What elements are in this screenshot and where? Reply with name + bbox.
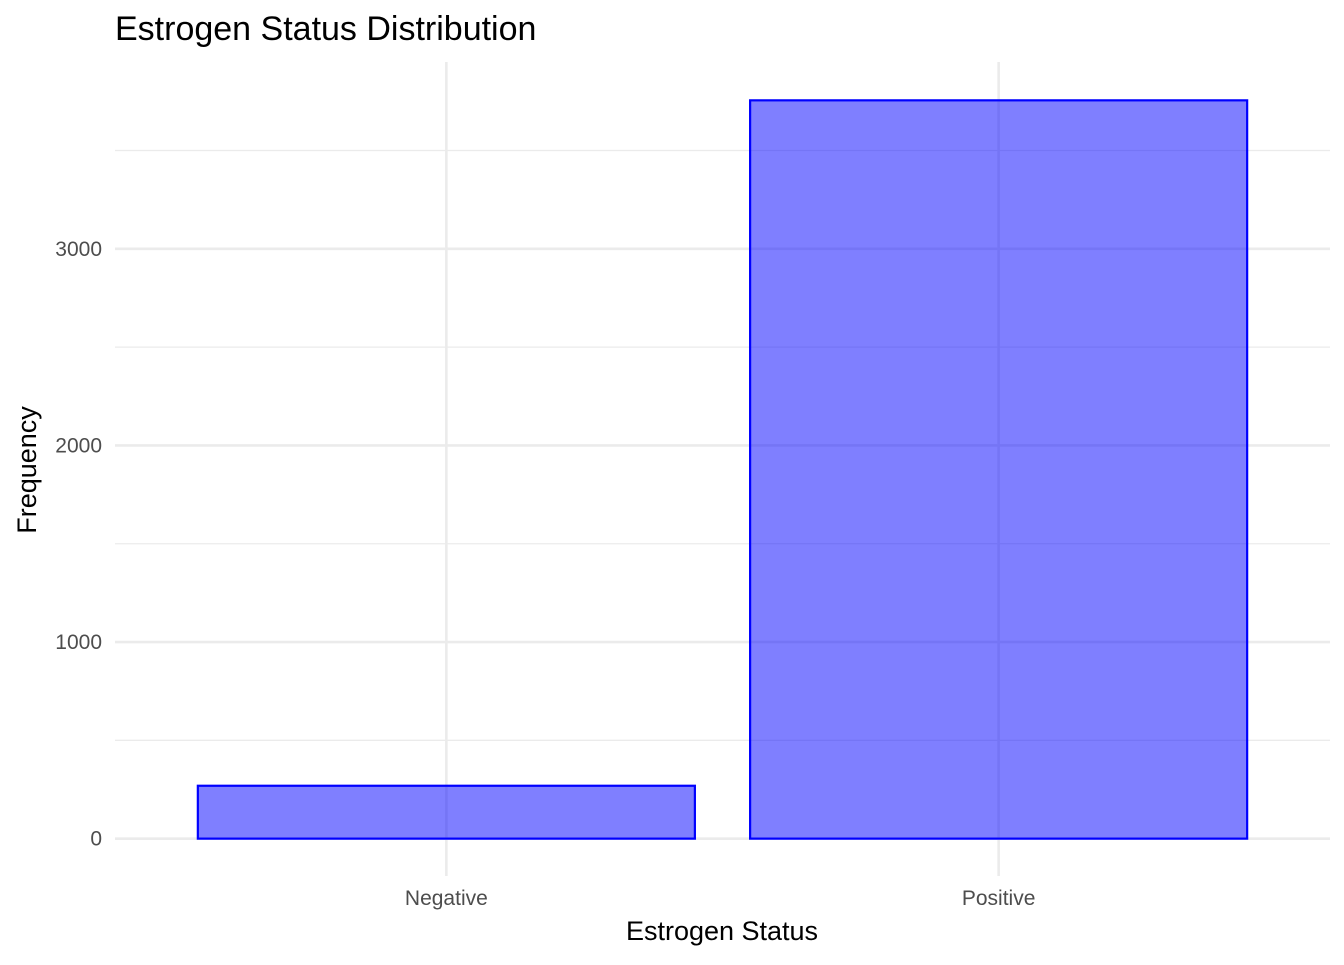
y-tick-label: 2000 [55,434,102,457]
bars [196,99,1249,840]
y-tick-label: 0 [90,828,102,851]
chart-title: Estrogen Status Distribution [115,10,536,48]
y-tick-label: 3000 [55,238,102,261]
bar-negative [196,784,696,840]
y-axis-title: Frequency [12,406,42,534]
bar-positive [749,99,1249,840]
y-axis-ticks: 0 1000 2000 3000 [55,238,102,851]
y-tick-label: 1000 [55,631,102,654]
x-axis-title: Estrogen Status [626,916,818,946]
x-tick-label: Positive [962,887,1036,910]
x-tick-label: Negative [405,887,488,910]
x-axis-ticks: Negative Positive [405,887,1035,910]
